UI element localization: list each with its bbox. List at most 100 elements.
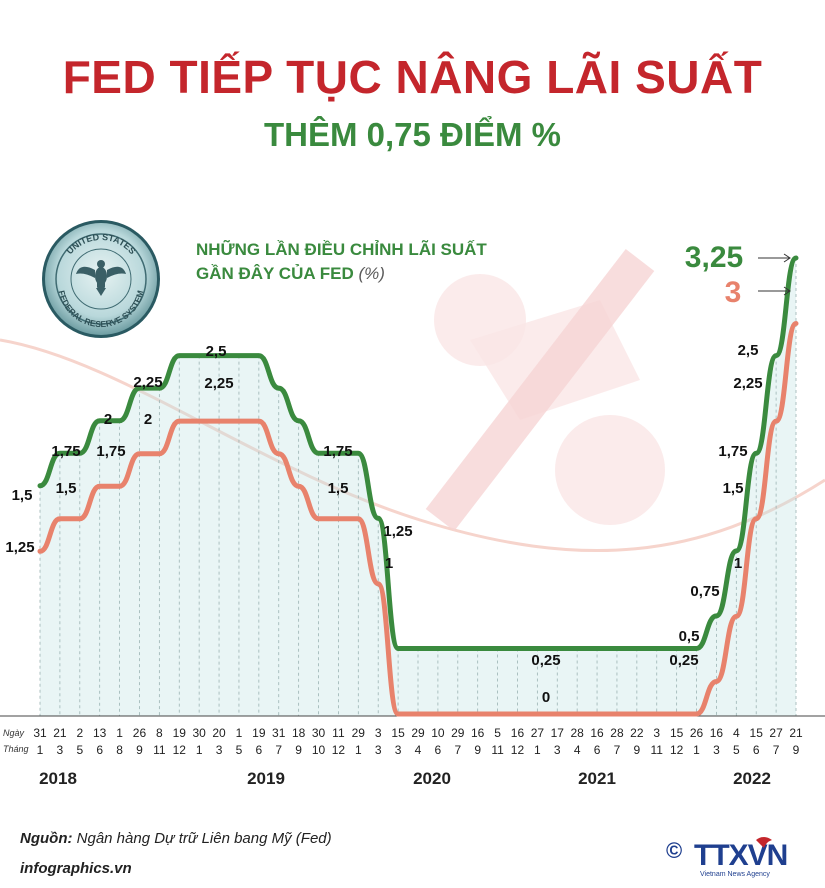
x-tick-day: 3 <box>375 726 382 740</box>
page-subtitle: THÊM 0,75 ĐIỂM % <box>263 116 562 153</box>
x-year-label: 2019 <box>247 769 285 788</box>
axis-day-label: Ngày <box>3 728 25 738</box>
x-tick-month: 1 <box>37 743 44 757</box>
x-tick-month: 5 <box>733 743 740 757</box>
x-tick-day: 16 <box>590 726 604 740</box>
arrow-upper-icon <box>758 253 791 263</box>
x-tick-month: 6 <box>435 743 442 757</box>
x-tick-month: 3 <box>375 743 382 757</box>
data-label: 0 <box>542 689 550 706</box>
page-title: FED TIẾP TỤC NÂNG LÃI SUẤT <box>62 51 763 103</box>
x-tick-day: 31 <box>272 726 286 740</box>
data-label: 1 <box>385 555 393 572</box>
x-year-label: 2020 <box>413 769 451 788</box>
x-tick-month: 4 <box>574 743 581 757</box>
data-label: 1,5 <box>56 480 77 497</box>
x-tick-month: 10 <box>312 743 326 757</box>
data-label: 1,5 <box>328 480 349 497</box>
x-tick-month: 1 <box>355 743 362 757</box>
x-tick-month: 6 <box>753 743 760 757</box>
data-label: 1,75 <box>718 443 747 460</box>
chart-title-line2-text: GẦN ĐÂY CỦA FED <box>196 264 354 283</box>
x-tick-month: 9 <box>793 743 800 757</box>
data-label: 2,25 <box>733 375 762 392</box>
x-tick-day: 27 <box>531 726 545 740</box>
x-tick-day: 19 <box>173 726 187 740</box>
series-line-lower <box>37 321 799 717</box>
x-tick-month: 3 <box>57 743 64 757</box>
background-curve <box>0 338 825 552</box>
x-tick-month: 4 <box>415 743 422 757</box>
data-label: 2,25 <box>204 375 233 392</box>
x-tick-month: 9 <box>633 743 640 757</box>
data-label: 0,75 <box>690 583 719 600</box>
x-tick-month: 1 <box>534 743 541 757</box>
x-tick-day: 30 <box>312 726 326 740</box>
x-tick-month: 1 <box>693 743 700 757</box>
x-tick-month: 3 <box>713 743 720 757</box>
ttxvn-logo: © TTXVN Vietnam News Agency <box>666 837 788 878</box>
chart-x-axis: NgàyTháng3112132513618269811191230120315… <box>3 726 803 788</box>
x-tick-month: 12 <box>332 743 346 757</box>
x-tick-month: 7 <box>275 743 282 757</box>
x-tick-day: 29 <box>411 726 425 740</box>
data-label-final: 3 <box>725 276 742 309</box>
data-label: 1,75 <box>96 443 125 460</box>
x-tick-month: 3 <box>395 743 402 757</box>
x-tick-month: 5 <box>76 743 83 757</box>
chart-title-line2: GẦN ĐÂY CỦA FED (%) <box>196 262 487 286</box>
data-label: 1,25 <box>383 523 412 540</box>
x-tick-month: 6 <box>96 743 103 757</box>
x-year-label: 2018 <box>39 769 77 788</box>
x-tick-day: 22 <box>630 726 644 740</box>
x-tick-month: 8 <box>116 743 123 757</box>
chart-background <box>0 249 825 552</box>
data-label: 0,5 <box>679 628 700 645</box>
chart-area-fill <box>40 258 796 716</box>
chart-series-lines <box>37 253 799 717</box>
x-tick-month: 12 <box>670 743 684 757</box>
data-label-final: 3,25 <box>685 241 743 274</box>
x-tick-day: 2 <box>76 726 83 740</box>
x-tick-day: 17 <box>551 726 565 740</box>
x-tick-month: 11 <box>651 743 664 757</box>
x-tick-month: 5 <box>236 743 243 757</box>
x-tick-day: 29 <box>451 726 465 740</box>
x-tick-month: 11 <box>153 743 166 757</box>
data-label: 2 <box>144 411 152 428</box>
x-tick-day: 27 <box>769 726 783 740</box>
x-tick-day: 16 <box>471 726 485 740</box>
x-tick-day: 8 <box>156 726 163 740</box>
data-label: 1,5 <box>12 487 33 504</box>
x-tick-day: 26 <box>133 726 147 740</box>
x-tick-day: 30 <box>192 726 206 740</box>
data-label: 0,25 <box>669 652 698 669</box>
x-tick-day: 16 <box>710 726 724 740</box>
x-tick-day: 21 <box>53 726 67 740</box>
chart-title: NHỮNG LẦN ĐIỀU CHỈNH LÃI SUẤT GẦN ĐÂY CỦ… <box>196 238 487 286</box>
data-label: 2,5 <box>206 343 227 360</box>
x-year-label: 2022 <box>733 769 771 788</box>
logo-flag-icon <box>756 837 772 848</box>
x-tick-month: 7 <box>614 743 621 757</box>
x-tick-month: 6 <box>594 743 601 757</box>
x-tick-day: 13 <box>93 726 107 740</box>
x-tick-day: 19 <box>252 726 266 740</box>
data-label: 1,5 <box>723 480 744 497</box>
copyright-icon: © <box>666 838 682 863</box>
source-label: Nguồn: <box>20 830 73 847</box>
data-label: 2,5 <box>738 342 759 359</box>
data-label: 1,75 <box>323 443 352 460</box>
data-label: 1 <box>734 555 742 572</box>
axis-month-label: Tháng <box>3 744 29 754</box>
x-tick-month: 6 <box>255 743 262 757</box>
x-tick-day: 15 <box>391 726 405 740</box>
x-year-label: 2021 <box>578 769 616 788</box>
series-line-upper <box>37 255 799 651</box>
federal-reserve-seal-icon: UNITED STATES FEDERAL RESERVE SYSTEM <box>42 220 160 338</box>
x-tick-month: 7 <box>454 743 461 757</box>
x-tick-day: 28 <box>570 726 584 740</box>
x-tick-day: 21 <box>789 726 803 740</box>
